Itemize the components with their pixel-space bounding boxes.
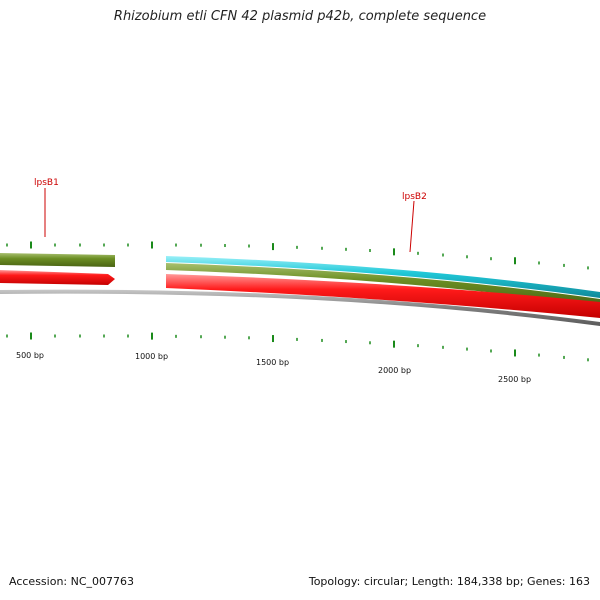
rna-band: [166, 256, 600, 298]
scale-label-1500: 1500 bp: [256, 358, 289, 367]
tick-row-bottom: [6, 332, 589, 362]
gene-label-lpsB2: lpsB2: [402, 192, 427, 202]
gene-band-left: [0, 253, 115, 267]
accession-label: Accession: NC_007763: [9, 575, 135, 588]
gene-band-right: [166, 263, 600, 306]
cds-arrow-left: [0, 270, 115, 285]
backbone-line: [0, 289, 600, 326]
map-title: Rhizobium etli CFN 42 plasmid p42b, comp…: [113, 9, 487, 24]
tick-row-top: [6, 241, 589, 270]
cds-band-right: [166, 274, 600, 318]
scale-label-1000: 1000 bp: [135, 352, 168, 361]
scale-label-2500: 2500 bp: [498, 375, 531, 384]
gene-pointer-lpsB2: [409, 200, 415, 253]
topology-summary: Topology: circular; Length: 184,338 bp; …: [308, 575, 590, 588]
scale-label-2000: 2000 bp: [378, 366, 411, 375]
scale-label-500: 500 bp: [16, 351, 44, 360]
gene-label-lpsB1: lpsB1: [34, 178, 59, 188]
